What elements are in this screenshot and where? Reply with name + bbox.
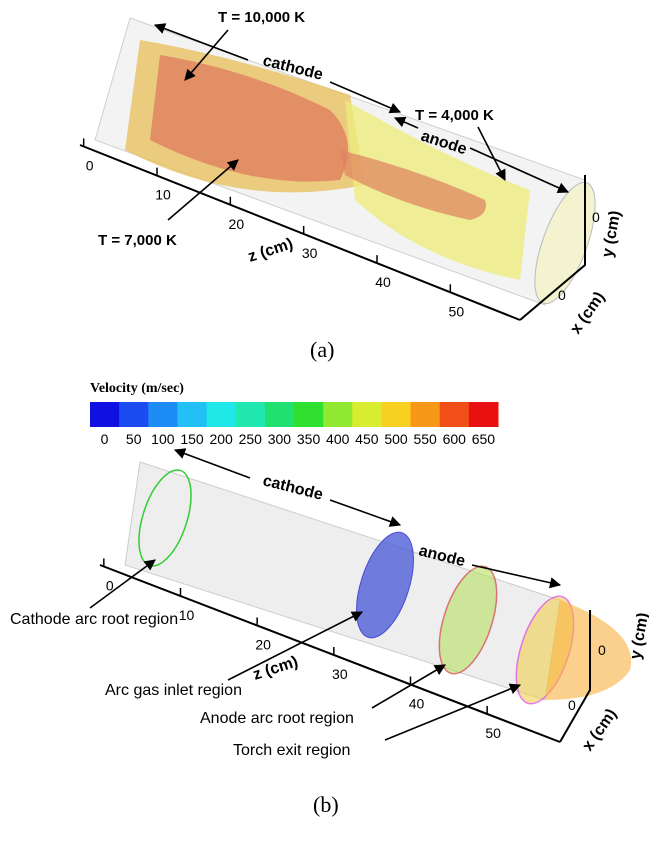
label: T = 7,000 K (98, 232, 177, 249)
tick-label: 40 (375, 274, 391, 290)
colorbar-title: Velocity (m/sec) (90, 381, 184, 396)
axis-label: y (cm) (627, 611, 649, 660)
caption: (b) (313, 792, 339, 817)
colorbar-swatch (207, 402, 237, 427)
label: T = 10,000 K (218, 9, 305, 26)
tick-label: 20 (255, 636, 271, 652)
tick-label: 0 (558, 287, 566, 303)
arrow (90, 560, 155, 608)
colorbar-tick: 150 (180, 431, 204, 447)
axis-label: z (cm) (251, 653, 300, 683)
colorbar-swatch (352, 402, 382, 427)
axis-label: y (cm) (599, 209, 624, 258)
panel-a: T = 10,000 K cathode T = 4,000 K anode T… (80, 9, 624, 362)
tick-label: 20 (229, 216, 245, 232)
colorbar-swatch (381, 402, 411, 427)
label: cathode (261, 472, 325, 503)
colorbar-swatch (294, 402, 324, 427)
axis-label: x (cm) (579, 706, 620, 754)
region-label: Torch exit region (233, 742, 350, 759)
colorbar-tick: 200 (209, 431, 233, 447)
colorbar-tick: 600 (443, 431, 467, 447)
colorbar-swatch (440, 402, 470, 427)
colorbar-swatch (323, 402, 353, 427)
colorbar-tick: 100 (151, 431, 175, 447)
tick-label: 0 (86, 157, 94, 173)
colorbar-tick: 250 (239, 431, 263, 447)
arrow (330, 500, 400, 525)
colorbar-swatch (236, 402, 266, 427)
tick-label: 30 (302, 245, 318, 261)
colorbar-tick: 500 (384, 431, 408, 447)
colorbar-swatch (411, 402, 441, 427)
caption: (a) (310, 337, 334, 362)
region-label: Anode arc root region (200, 710, 354, 727)
tick-label: 30 (332, 666, 348, 682)
tick-label: 50 (449, 303, 465, 319)
tick-label: 40 (409, 695, 425, 711)
tick-label: 10 (155, 187, 171, 203)
colorbar-swatch (265, 402, 295, 427)
colorbar-tick: 350 (297, 431, 321, 447)
tick-label: 0 (592, 209, 600, 225)
colorbar-swatch (148, 402, 178, 427)
tick-label: 0 (106, 577, 114, 593)
region-label: Cathode arc root region (10, 611, 178, 628)
label: T = 4,000 K (415, 107, 494, 124)
colorbar-swatch (469, 402, 499, 427)
colorbar-swatch (90, 402, 120, 427)
colorbar-tick: 300 (268, 431, 292, 447)
tick-label: 10 (179, 607, 195, 623)
axis-label: z (cm) (246, 235, 295, 265)
colorbar-tick: 400 (326, 431, 350, 447)
axis-label: x (cm) (567, 289, 608, 337)
figure: T = 10,000 K cathode T = 4,000 K anode T… (0, 0, 649, 846)
tick-label: 0 (568, 697, 576, 713)
colorbar-tick: 550 (413, 431, 437, 447)
colorbar-tick: 50 (126, 431, 142, 447)
colorbar: 0 50 100 150 200 250 300 350 400 450 500 550 600 650 (90, 402, 499, 447)
colorbar-tick: 650 (472, 431, 496, 447)
colorbar-tick: 0 (101, 431, 109, 447)
tick-label: 0 (598, 642, 606, 658)
region-label: Arc gas inlet region (105, 682, 242, 699)
tick-label: 50 (485, 725, 501, 741)
colorbar-swatch (119, 402, 149, 427)
exit-jet (545, 600, 631, 700)
colorbar-swatch (177, 402, 207, 427)
colorbar-tick: 450 (355, 431, 379, 447)
